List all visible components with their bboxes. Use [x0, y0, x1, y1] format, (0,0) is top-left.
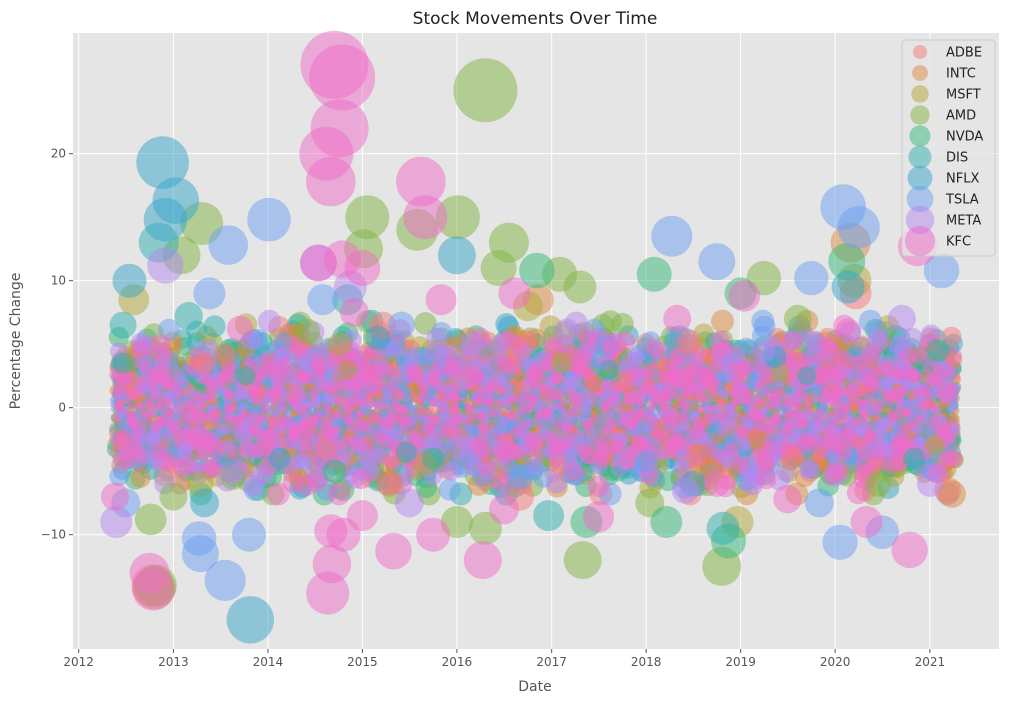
- cloud-point: [130, 467, 151, 488]
- y-tick-label: 0: [58, 401, 66, 415]
- cloud-point: [711, 309, 734, 333]
- x-tick-label: 2021: [915, 655, 946, 669]
- y-tick-label: 20: [51, 147, 66, 161]
- x-axis-ticks: 2012 2013 2014 2015 2016 2017 2018 2019 2020 2021: [63, 649, 945, 669]
- y-tick-label: −10: [41, 528, 66, 542]
- x-tick-label: 2017: [536, 655, 567, 669]
- x-tick-label: 2012: [63, 655, 94, 669]
- x-tick-label: 2019: [725, 655, 756, 669]
- x-tick-label: 2016: [442, 655, 473, 669]
- x-tick-label: 2018: [631, 655, 662, 669]
- x-tick-label: 2020: [820, 655, 851, 669]
- x-tick-label: 2014: [253, 655, 284, 669]
- cloud-point: [203, 315, 226, 338]
- x-tick-label: 2015: [347, 655, 378, 669]
- y-axis-ticks: −10 0 10 20: [41, 147, 73, 542]
- x-tick-label: 2013: [158, 655, 189, 669]
- cloud-point: [611, 312, 634, 336]
- y-tick-label: 10: [51, 274, 66, 288]
- chart-title: Stock Movements Over Time: [413, 9, 658, 29]
- cloud-point: [414, 312, 437, 335]
